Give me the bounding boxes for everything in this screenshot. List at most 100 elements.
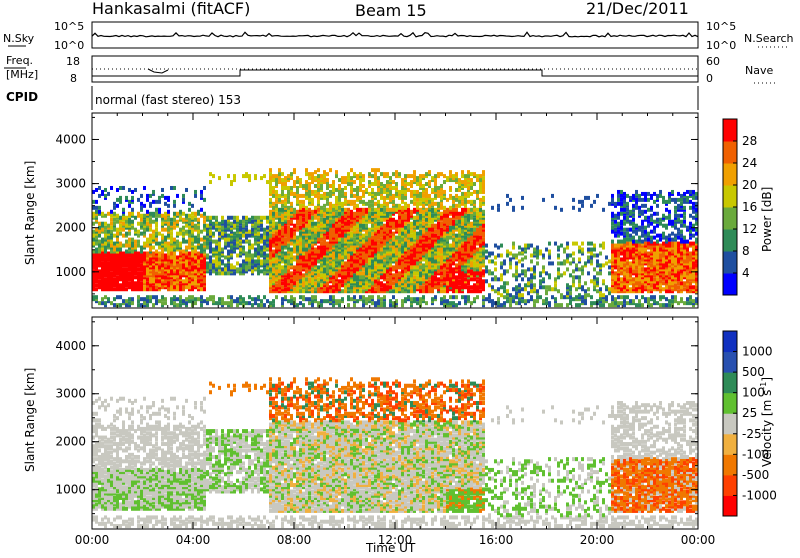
range-gate-cell <box>140 271 143 275</box>
range-gate-cell <box>392 232 395 236</box>
range-gate-cell <box>251 303 254 307</box>
range-gate-cell <box>392 273 395 277</box>
range-gate-cell <box>257 303 260 307</box>
range-gate-cell <box>317 246 320 250</box>
range-gate-cell <box>167 204 170 208</box>
range-gate-cell <box>212 222 215 226</box>
range-gate-cell <box>380 182 383 186</box>
range-gate-cell <box>440 283 443 287</box>
range-gate-cell <box>212 232 215 236</box>
range-gate-cell <box>443 295 446 299</box>
range-gate-cell <box>251 228 254 232</box>
range-gate-cell <box>371 208 374 212</box>
range-gate-cell <box>140 297 143 301</box>
range-gate-cell <box>131 208 134 212</box>
range-gate-cell <box>134 216 137 220</box>
range-gate-cell <box>131 238 134 242</box>
range-gate-cell <box>299 204 302 208</box>
range-gate-cell <box>296 200 299 204</box>
range-gate-cell <box>302 303 305 307</box>
range-gate-cell <box>335 170 338 174</box>
range-gate-cell <box>374 257 377 261</box>
range-gate-cell <box>194 301 197 305</box>
range-gate-cell <box>392 186 395 190</box>
range-gate-cell <box>131 297 134 301</box>
range-gate-cell <box>110 244 113 248</box>
range-gate-cell <box>314 248 317 252</box>
range-gate-cell <box>338 299 341 303</box>
range-gate-cell <box>338 184 341 188</box>
range-gate-cell <box>455 194 458 198</box>
range-gate-cell <box>164 263 167 267</box>
range-gate-cell <box>275 200 278 204</box>
range-gate-cell <box>284 186 287 190</box>
range-gate-cell <box>113 297 116 301</box>
range-gate-cell <box>473 190 476 194</box>
range-gate-cell <box>287 220 290 224</box>
range-gate-cell <box>386 277 389 281</box>
range-gate-cell <box>332 184 335 188</box>
range-gate-cell <box>272 234 275 238</box>
range-gate-cell <box>323 170 326 174</box>
range-gate-cell <box>308 194 311 198</box>
range-gate-cell <box>323 259 326 263</box>
range-gate-cell <box>242 246 245 250</box>
range-gate-cell <box>401 269 404 273</box>
range-gate-cell <box>443 190 446 194</box>
range-gate-cell <box>341 297 344 301</box>
range-gate-cell <box>452 174 455 178</box>
range-gate-cell <box>416 232 419 236</box>
range-gate-cell <box>410 210 413 214</box>
range-gate-cell <box>140 214 143 218</box>
range-gate-cell <box>392 281 395 285</box>
range-gate-cell <box>311 222 314 226</box>
range-gate-cell <box>431 224 434 228</box>
range-gate-cell <box>119 186 122 190</box>
range-gate-cell <box>413 265 416 269</box>
range-gate-cell <box>350 200 353 204</box>
range-gate-cell <box>365 248 368 252</box>
range-gate-cell <box>227 295 230 299</box>
range-gate-cell <box>353 303 356 307</box>
range-gate-cell <box>464 232 467 236</box>
range-gate-cell <box>263 242 266 246</box>
range-gate-cell <box>197 226 200 230</box>
range-gate-cell <box>281 192 284 196</box>
range-gate-cell <box>350 182 353 186</box>
range-gate-cell <box>155 285 158 289</box>
range-gate-cell <box>122 228 125 232</box>
range-gate-cell <box>395 236 398 240</box>
range-gate-cell <box>95 188 98 192</box>
range-gate-cell <box>182 279 185 283</box>
range-gate-cell <box>176 303 179 307</box>
range-gate-cell <box>197 252 200 256</box>
range-gate-cell <box>242 263 245 267</box>
range-gate-cell <box>443 206 446 210</box>
range-gate-cell <box>407 224 410 228</box>
range-gate-cell <box>356 204 359 208</box>
range-gate-cell <box>323 192 326 196</box>
range-gate-cell <box>158 242 161 246</box>
range-gate-cell <box>386 212 389 216</box>
range-gate-cell <box>419 174 422 178</box>
range-gate-cell <box>278 194 281 198</box>
range-gate-cell <box>290 220 293 224</box>
range-gate-cell <box>188 218 191 222</box>
range-gate-cell <box>104 214 107 218</box>
range-gate-cell <box>449 218 452 222</box>
range-gate-cell <box>371 295 374 299</box>
range-gate-cell <box>470 222 473 226</box>
range-gate-cell <box>368 200 371 204</box>
range-gate-cell <box>473 172 476 176</box>
range-gate-cell <box>458 279 461 283</box>
range-gate-cell <box>278 172 281 176</box>
range-gate-cell <box>332 252 335 256</box>
range-gate-cell <box>377 192 380 196</box>
range-gate-cell <box>446 273 449 277</box>
range-gate-cell <box>365 263 368 267</box>
range-gate-cell <box>473 218 476 222</box>
range-gate-cell <box>236 216 239 220</box>
range-gate-cell <box>275 295 278 299</box>
range-gate-cell <box>260 269 263 273</box>
range-gate-cell <box>467 174 470 178</box>
